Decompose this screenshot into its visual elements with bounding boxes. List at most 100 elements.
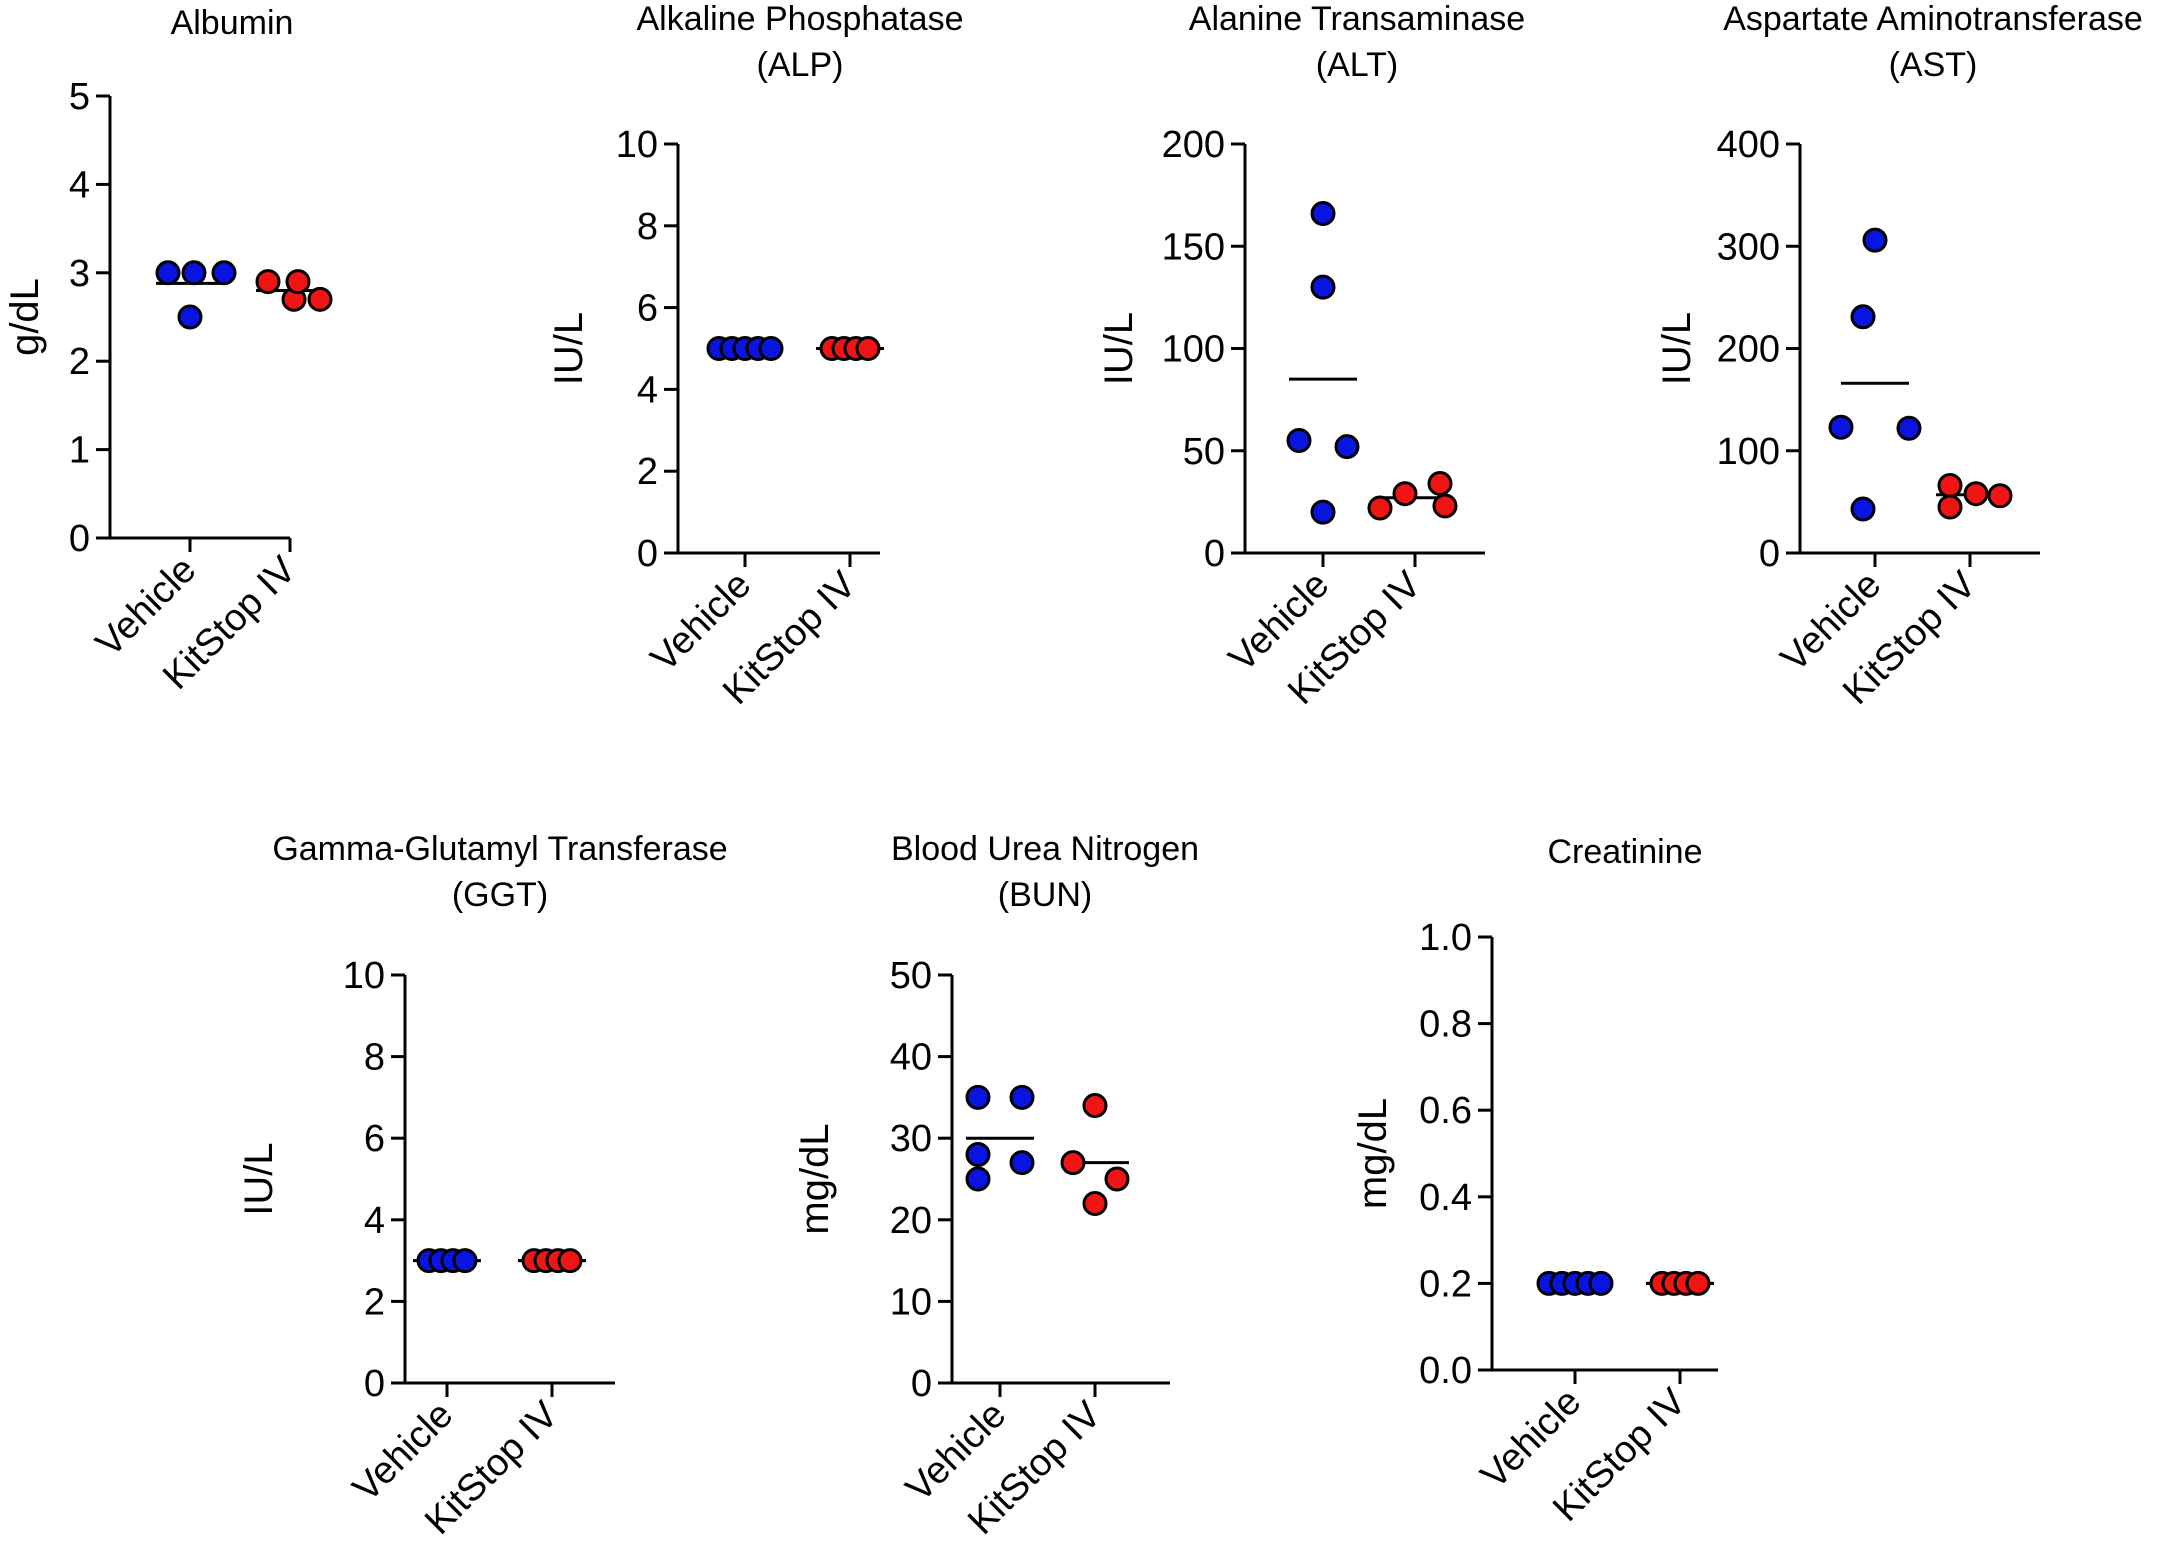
- data-point: [965, 1084, 991, 1110]
- data-point: [1850, 496, 1876, 522]
- data-point: [1286, 428, 1312, 454]
- data-point: [307, 286, 333, 312]
- data-point: [1862, 227, 1888, 253]
- y-tick-label: 3: [69, 253, 90, 295]
- y-axis-label: IU/L: [1097, 312, 1141, 385]
- y-axis-label: IU/L: [1655, 312, 1699, 385]
- chart-panel-7: Creatinine0.00.20.40.60.81.0mg/dLVehicle…: [1351, 833, 1718, 1530]
- y-axis-label: IU/L: [237, 1142, 281, 1215]
- chart-title: (GGT): [452, 876, 548, 914]
- chart-title: Albumin: [171, 4, 294, 42]
- y-tick-label: 0: [637, 533, 658, 575]
- data-point: [758, 336, 784, 361]
- y-tick-label: 0.6: [1419, 1090, 1472, 1132]
- y-tick-label: 150: [1162, 226, 1225, 268]
- chart-panel-6: Blood Urea Nitrogen (BUN) 0 10 20 30 40 50 mg/dL…: [793, 830, 1199, 1543]
- y-tick-label: 10: [616, 124, 658, 166]
- y-tick-label: 1.0: [1419, 917, 1472, 959]
- y-tick-label: 0: [69, 518, 90, 560]
- y-tick-label: 6: [364, 1118, 385, 1160]
- data-point: [1937, 494, 1963, 520]
- y-tick-label: 200: [1162, 124, 1225, 166]
- data-point: [285, 269, 311, 295]
- chart-title: Blood Urea Nitrogen: [891, 830, 1199, 868]
- data-point: [1310, 274, 1336, 300]
- chart-title: (BUN): [998, 876, 1092, 914]
- data-point: [1963, 481, 1989, 507]
- data-point: [1588, 1270, 1614, 1296]
- data-point: [1310, 201, 1336, 227]
- y-tick-label: 200: [1717, 329, 1780, 371]
- chart-panel-2: Alkaline Phosphatase(ALP)0246810IU/LVehi…: [547, 0, 964, 713]
- y-tick-label: 10: [890, 1281, 932, 1323]
- chart-title: (ALT): [1316, 46, 1398, 84]
- y-tick-label: 50: [890, 955, 932, 997]
- chart-panel-5: Gamma-Glutamyl Transferase (GGT) 0 2 4 6 8 10 IU…: [237, 830, 728, 1543]
- y-tick-label: 30: [890, 1118, 932, 1160]
- data-point: [1392, 481, 1418, 507]
- data-point: [1104, 1166, 1130, 1192]
- y-tick-label: 0.2: [1419, 1263, 1472, 1305]
- y-tick-label: 20: [890, 1200, 932, 1242]
- chart-panel-4: Aspartate Aminotransferase (AST) 0 100 200 30…: [1655, 0, 2143, 713]
- y-tick-label: 0.0: [1419, 1350, 1472, 1392]
- chart-panel-3: Alanine Transaminase (ALT) 0 50 100 150 200 IU/…: [1097, 0, 1525, 713]
- chart-title: Alanine Transaminase: [1189, 0, 1525, 38]
- y-tick-label: 4: [69, 164, 90, 206]
- y-tick-label: 40: [890, 1037, 932, 1079]
- y-tick-label: 2: [637, 451, 658, 493]
- data-point: [1685, 1270, 1711, 1296]
- y-tick-label: 10: [343, 955, 385, 997]
- y-tick-label: 4: [364, 1200, 385, 1242]
- y-tick-label: 2: [364, 1281, 385, 1323]
- chart-title: Aspartate Aminotransferase: [1723, 0, 2143, 38]
- y-tick-label: 0: [911, 1363, 932, 1405]
- data-point: [1082, 1093, 1108, 1119]
- data-point: [1828, 414, 1854, 440]
- y-tick-label: 5: [69, 76, 90, 118]
- data-point: [1060, 1150, 1086, 1176]
- y-axis-label: g/dL: [3, 278, 47, 356]
- chart-title: (AST): [1889, 46, 1978, 84]
- y-tick-label: 0: [1759, 533, 1780, 575]
- y-axis-label: mg/dL: [1351, 1098, 1395, 1209]
- data-point: [1432, 493, 1458, 519]
- y-axis-label: IU/L: [547, 312, 591, 385]
- data-point: [452, 1248, 478, 1274]
- data-point: [1082, 1190, 1108, 1216]
- data-point: [255, 269, 281, 295]
- y-axis-label: mg/dL: [793, 1123, 837, 1234]
- chart-title: Alkaline Phosphatase: [636, 0, 963, 38]
- data-point: [1334, 434, 1360, 460]
- data-point: [855, 336, 881, 361]
- data-point: [1367, 495, 1393, 521]
- chart-title: Creatinine: [1548, 833, 1703, 871]
- y-tick-label: 100: [1162, 329, 1225, 371]
- y-tick-label: 8: [364, 1037, 385, 1079]
- y-tick-label: 100: [1717, 431, 1780, 473]
- y-tick-label: 0: [364, 1363, 385, 1405]
- data-point: [1896, 415, 1922, 441]
- data-point: [211, 260, 237, 286]
- data-point: [1850, 304, 1876, 330]
- y-tick-label: 400: [1717, 124, 1780, 166]
- y-tick-label: 0.8: [1419, 1004, 1472, 1046]
- data-point: [1987, 483, 2013, 509]
- y-tick-label: 6: [637, 288, 658, 330]
- y-tick-label: 0.4: [1419, 1177, 1472, 1219]
- y-tick-label: 2: [69, 341, 90, 383]
- y-tick-label: 300: [1717, 226, 1780, 268]
- y-tick-label: 0: [1204, 533, 1225, 575]
- data-point: [177, 304, 203, 330]
- y-tick-label: 1: [69, 430, 90, 472]
- data-point: [557, 1248, 583, 1274]
- data-point: [1310, 499, 1336, 525]
- data-point: [1937, 473, 1963, 499]
- data-point: [965, 1142, 991, 1168]
- y-tick-label: 50: [1183, 431, 1225, 473]
- y-tick-label: 4: [637, 369, 658, 411]
- y-tick-label: 8: [637, 206, 658, 248]
- data-point: [181, 260, 207, 286]
